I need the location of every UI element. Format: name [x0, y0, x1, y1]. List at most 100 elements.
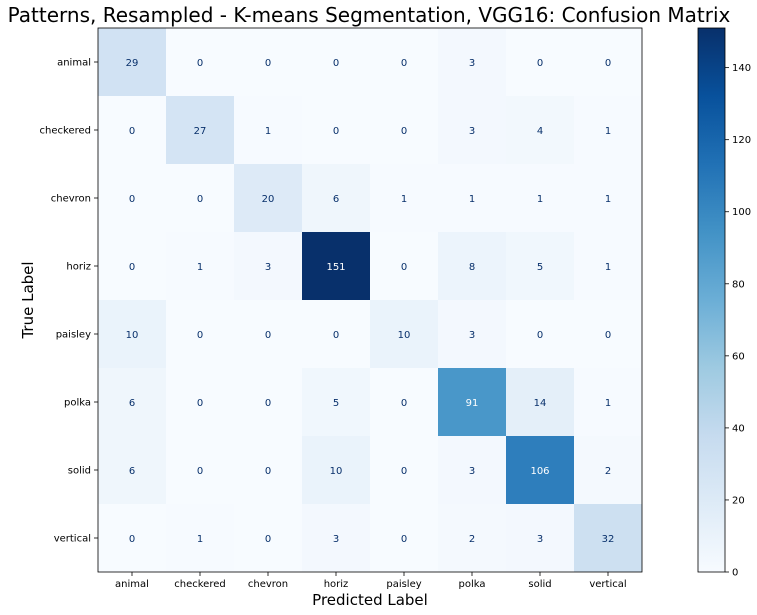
- y-tick-label: animal: [57, 58, 91, 69]
- matrix-cell: [234, 232, 302, 300]
- y-axis-title: True Label: [19, 261, 37, 339]
- matrix-cell: [166, 300, 234, 368]
- cell-value-label: 0: [265, 466, 271, 477]
- matrix-cell: [438, 504, 506, 572]
- matrix-cell: [98, 232, 166, 300]
- colorbar-tick-label: 120: [732, 135, 751, 146]
- cell-value-label: 10: [126, 330, 139, 341]
- matrix-cells: 29 0 0 0 0 3 0 00 27 1 0 0 3 4 10 0 20 6 1 1 1 10 1 3 151 0 8 5 110 0…: [98, 28, 642, 572]
- y-tick-label: paisley: [56, 330, 91, 341]
- y-tick-label: horiz: [66, 262, 91, 273]
- matrix-cell: [506, 368, 574, 436]
- cell-value-label: 3: [469, 466, 475, 477]
- y-tick-label: polka: [64, 398, 91, 409]
- matrix-cell: [166, 232, 234, 300]
- matrix-cell: [166, 436, 234, 504]
- matrix-cell: [370, 300, 438, 368]
- colorbar-tick-label: 80: [732, 279, 745, 290]
- cell-value-label: 0: [197, 194, 203, 205]
- matrix-cell: [166, 368, 234, 436]
- matrix-cell: [506, 232, 574, 300]
- matrix-cell: [98, 164, 166, 232]
- cell-value-label: 4: [537, 126, 543, 137]
- cell-value-label: 0: [537, 58, 543, 69]
- matrix-cell: [234, 300, 302, 368]
- matrix-cell: [166, 28, 234, 96]
- chart-title: Patterns, Resampled - K-means Segmentati…: [8, 3, 731, 27]
- matrix-cell: [234, 436, 302, 504]
- matrix-cell: [234, 28, 302, 96]
- y-tick-label: checkered: [40, 126, 91, 137]
- matrix-cell: [574, 300, 642, 368]
- matrix-cell: [302, 368, 370, 436]
- cell-value-label: 1: [537, 194, 543, 205]
- cell-value-label: 0: [605, 58, 611, 69]
- cell-value-label: 5: [333, 398, 339, 409]
- matrix-cell: [370, 504, 438, 572]
- matrix-cell: [98, 96, 166, 164]
- cell-value-label: 2: [469, 534, 475, 545]
- cell-value-label: 0: [265, 58, 271, 69]
- cell-value-label: 0: [401, 398, 407, 409]
- cell-value-label: 1: [605, 262, 611, 273]
- x-axis-title: Predicted Label: [312, 591, 428, 609]
- matrix-cell: [574, 504, 642, 572]
- cell-value-label: 20: [262, 194, 275, 205]
- matrix-cell: [370, 436, 438, 504]
- matrix-cell: [98, 300, 166, 368]
- x-tick-label: polka: [459, 579, 486, 590]
- matrix-cell: [506, 28, 574, 96]
- cell-value-label: 91: [466, 398, 479, 409]
- matrix-cell: [98, 436, 166, 504]
- matrix-cell: [506, 96, 574, 164]
- matrix-cell: [302, 28, 370, 96]
- cell-value-label: 3: [469, 58, 475, 69]
- colorbar-tick-label: 0: [732, 568, 738, 579]
- matrix-cell: [166, 504, 234, 572]
- matrix-cell: [302, 300, 370, 368]
- cell-value-label: 0: [129, 534, 135, 545]
- cell-value-label: 0: [265, 534, 271, 545]
- matrix-cell: [234, 504, 302, 572]
- cell-value-label: 0: [333, 330, 339, 341]
- matrix-cell: [234, 368, 302, 436]
- cell-value-label: 32: [602, 534, 615, 545]
- matrix-cell: [574, 28, 642, 96]
- cell-value-label: 1: [197, 262, 203, 273]
- matrix-cell: [166, 164, 234, 232]
- cell-value-label: 14: [534, 398, 547, 409]
- matrix-cell: [302, 164, 370, 232]
- cell-value-label: 0: [129, 126, 135, 137]
- matrix-cell: [438, 28, 506, 96]
- matrix-cell: [438, 436, 506, 504]
- cell-value-label: 1: [605, 398, 611, 409]
- matrix-cell: [574, 164, 642, 232]
- cell-value-label: 0: [401, 534, 407, 545]
- colorbar-tick-label: 20: [732, 495, 745, 506]
- matrix-cell: [574, 436, 642, 504]
- cell-value-label: 3: [265, 262, 271, 273]
- cell-value-label: 5: [537, 262, 543, 273]
- cell-value-label: 0: [197, 330, 203, 341]
- cell-value-label: 106: [530, 466, 549, 477]
- cell-value-label: 0: [197, 398, 203, 409]
- cell-value-label: 0: [401, 262, 407, 273]
- matrix-cell: [234, 96, 302, 164]
- cell-value-label: 1: [401, 194, 407, 205]
- matrix-cell: [506, 436, 574, 504]
- matrix-cell: [574, 232, 642, 300]
- colorbar-tick-label: 140: [732, 63, 751, 74]
- cell-value-label: 29: [126, 58, 139, 69]
- matrix-cell: [302, 504, 370, 572]
- cell-value-label: 0: [265, 398, 271, 409]
- cell-value-label: 1: [265, 126, 271, 137]
- matrix-cell: [574, 96, 642, 164]
- x-tick-label: paisley: [386, 579, 421, 590]
- y-tick-label: vertical: [54, 534, 91, 545]
- colorbar-tick-label: 100: [732, 207, 751, 218]
- colorbar: [697, 27, 726, 573]
- cell-value-label: 6: [333, 194, 339, 205]
- cell-value-label: 8: [469, 262, 475, 273]
- matrix-cell: [438, 164, 506, 232]
